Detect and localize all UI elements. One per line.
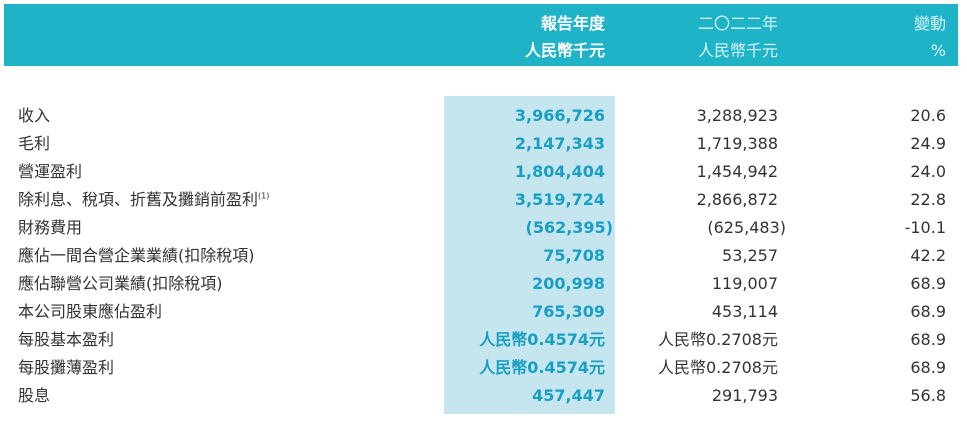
table-row: 每股基本盈利 人民幣0.4574元 人民幣0.2708元 68.9 [0, 326, 967, 354]
row-label-text: 每股攤薄盈利 [18, 358, 115, 377]
prior-unit-header: 人民幣千元 [697, 41, 778, 60]
row-label: 營運盈利 [18, 158, 82, 186]
row-label: 每股攤薄盈利 [18, 354, 114, 382]
table-row: 營運盈利 1,804,404 1,454,942 24.0 [0, 158, 967, 186]
prior-year-value: 人民幣0.2708元 [658, 358, 778, 377]
change-unit-header: % [930, 41, 946, 60]
row-label-text: 營運盈利 [18, 162, 83, 181]
row-label: 毛利 [18, 130, 50, 158]
row-label-text: 每股基本盈利 [18, 330, 115, 349]
change-percent-value: 22.8 [910, 190, 946, 209]
prior-year-value: 119,007 [711, 274, 778, 293]
current-year-value: 75,708 [543, 246, 605, 265]
table-row: 本公司股東應佔盈利 765,309 453,114 68.9 [0, 298, 967, 326]
row-label: 除利息、稅項、折舊及攤銷前盈利(1) [18, 186, 269, 214]
current-unit-header: 人民幣千元 [524, 41, 605, 60]
table-row: 除利息、稅項、折舊及攤銷前盈利(1) 3,519,724 2,866,872 22.8 [0, 186, 967, 214]
change-percent-value: -10.1 [904, 218, 946, 237]
table-header-band [4, 4, 958, 66]
change-percent-value: 68.9 [910, 302, 946, 321]
change-percent-value: 24.0 [910, 162, 946, 181]
change-percent-value: 24.9 [910, 134, 946, 153]
row-label-text: 財務費用 [18, 218, 83, 237]
footnote-marker: (1) [258, 191, 270, 201]
change-percent-value: 20.6 [910, 106, 946, 125]
row-label-text: 本公司股東應佔盈利 [18, 302, 163, 321]
current-year-value: 3,966,726 [514, 106, 605, 125]
table-row: 財務費用 (562,395) (625,483) -10.1 [0, 214, 967, 242]
prior-year-value: 2,866,872 [696, 190, 778, 209]
prior-year-value: (625,483) [707, 218, 786, 237]
row-label-text: 毛利 [18, 134, 51, 153]
current-year-highlight [444, 96, 615, 414]
current-year-value: 765,309 [532, 302, 605, 321]
current-year-value: 200,998 [532, 274, 605, 293]
row-label: 應佔聯營公司業績(扣除稅項) [18, 270, 223, 298]
row-label: 應佔一間合營企業業績(扣除稅項) [18, 242, 255, 270]
table-row: 股息 457,447 291,793 56.8 [0, 382, 967, 410]
prior-year-value: 3,288,923 [696, 106, 778, 125]
prior-year-header: 二〇二二年 [697, 14, 778, 33]
change-header: 變動 [913, 14, 946, 33]
table-row: 每股攤薄盈利 人民幣0.4574元 人民幣0.2708元 68.9 [0, 354, 967, 382]
current-year-value: 457,447 [532, 386, 605, 405]
change-percent-value: 56.8 [910, 386, 946, 405]
current-year-value: 2,147,343 [514, 134, 605, 153]
row-label: 每股基本盈利 [18, 326, 114, 354]
change-percent-value: 42.2 [910, 246, 946, 265]
row-label-text: 除利息、稅項、折舊及攤銷前盈利 [18, 190, 259, 209]
row-label: 財務費用 [18, 214, 82, 242]
current-year-value: (562,395) [525, 218, 614, 237]
table-row: 毛利 2,147,343 1,719,388 24.9 [0, 130, 967, 158]
table-row: 收入 3,966,726 3,288,923 20.6 [0, 102, 967, 130]
row-label: 本公司股東應佔盈利 [18, 298, 162, 326]
current-year-header: 報告年度 [540, 14, 605, 33]
row-label: 收入 [18, 102, 50, 130]
current-year-value: 人民幣0.4574元 [479, 358, 605, 377]
row-label-text: 應佔一間合營企業業績(扣除稅項) [18, 246, 255, 265]
prior-year-value: 人民幣0.2708元 [658, 330, 778, 349]
table-row: 應佔聯營公司業績(扣除稅項) 200,998 119,007 68.9 [0, 270, 967, 298]
table-row: 應佔一間合營企業業績(扣除稅項) 75,708 53,257 42.2 [0, 242, 967, 270]
prior-year-value: 53,257 [722, 246, 778, 265]
row-label: 股息 [18, 382, 50, 410]
change-percent-value: 68.9 [910, 358, 946, 377]
change-percent-value: 68.9 [910, 274, 946, 293]
prior-year-value: 1,454,942 [696, 162, 778, 181]
prior-year-value: 453,114 [711, 302, 778, 321]
row-label-text: 收入 [18, 106, 51, 125]
row-label-text: 應佔聯營公司業績(扣除稅項) [18, 274, 223, 293]
prior-year-value: 1,719,388 [696, 134, 778, 153]
current-year-value: 人民幣0.4574元 [479, 330, 605, 349]
row-label-text: 股息 [18, 386, 51, 405]
change-percent-value: 68.9 [910, 330, 946, 349]
prior-year-value: 291,793 [711, 386, 778, 405]
current-year-value: 1,804,404 [514, 162, 605, 181]
current-year-value: 3,519,724 [514, 190, 605, 209]
